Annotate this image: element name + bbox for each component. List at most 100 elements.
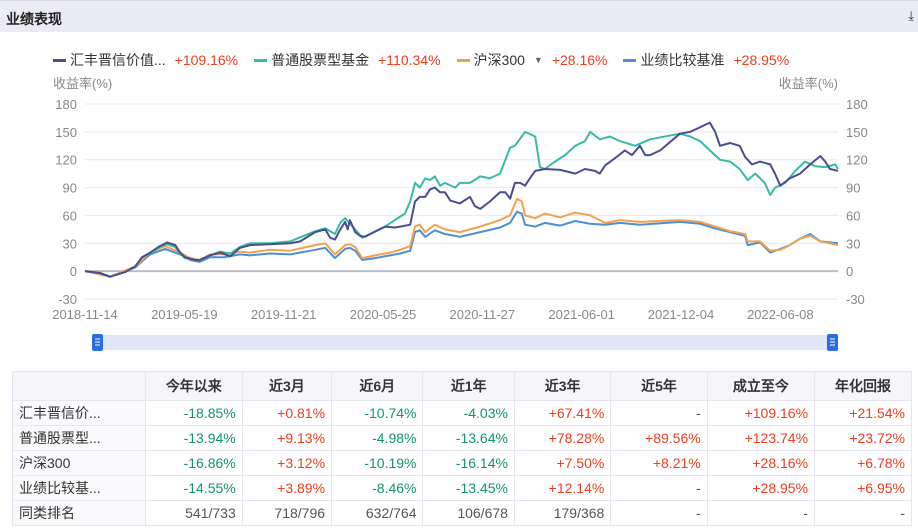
- x-tick-label: 2020-11-27: [450, 307, 516, 322]
- y-tick-label-left: 150: [55, 125, 77, 140]
- legend-item-index[interactable]: 沪深300 ▼ +28.16%: [456, 50, 608, 70]
- table-cell: -4.03%: [422, 400, 515, 426]
- series-line-1: [84, 130, 839, 278]
- datazoom-track[interactable]: [92, 335, 833, 350]
- table-row: 业绩比较基... -14.55% +3.89% -8.46% -13.45% +12.14…: [12, 475, 912, 501]
- table-cell: +28.16%: [706, 450, 816, 476]
- table-cell: +9.13%: [241, 425, 333, 451]
- table-cell: -18.85%: [144, 400, 243, 426]
- chart-legend: 汇丰晋信价值... +109.16% 普通股票型基金 +110.34% 沪深300 ▼…: [53, 50, 789, 70]
- table-cell: -16.86%: [144, 450, 243, 476]
- y-tick-label-left: 180: [55, 97, 77, 112]
- legend-label: 普通股票型基金: [271, 52, 370, 68]
- section-title: 业绩表现: [6, 11, 62, 27]
- column-header: 近5年: [610, 371, 708, 401]
- legend-label: 汇丰晋信价值...: [70, 52, 166, 68]
- x-tick-label: 2018-11-14: [52, 307, 118, 322]
- legend-item-category[interactable]: 普通股票型基金 +110.34%: [254, 50, 441, 70]
- column-header: 今年以来: [144, 371, 243, 401]
- legend-value: +109.16%: [174, 52, 239, 68]
- table-cell: -: [610, 475, 708, 501]
- table-cell: -10.74%: [331, 400, 424, 426]
- table-cell: -: [706, 500, 816, 526]
- y-tick-label-left: 0: [70, 264, 77, 279]
- series-line-3: [84, 210, 839, 278]
- y-tick-label-left: 90: [63, 181, 77, 196]
- legend-value: +28.16%: [551, 52, 608, 68]
- x-tick-label: 2022-06-08: [747, 307, 814, 322]
- y-tick-label-left: 120: [55, 153, 77, 168]
- download-icon[interactable]: ⤓: [908, 8, 914, 23]
- table-cell: +109.16%: [706, 400, 816, 426]
- series-line-2: [84, 197, 839, 278]
- section-header: 业绩表现 ⤓: [0, 0, 918, 32]
- performance-chart: 收益率(%) 收益率(%) 180 180 150 150 120 120 90 90 60 60 30…: [52, 76, 868, 351]
- y-tick-label-right: 0: [846, 264, 853, 279]
- table-cell: -: [610, 400, 708, 426]
- table-cell: +123.74%: [706, 425, 816, 451]
- table-row: 汇丰晋信价... -18.85% +0.81% -10.74% -4.03% +67.41…: [12, 400, 912, 426]
- table-cell: +0.81%: [241, 400, 333, 426]
- x-tick-label: 2019-11-21: [251, 307, 317, 322]
- x-tick-label: 2021-12-04: [648, 307, 715, 322]
- column-header: 近6月: [331, 371, 424, 401]
- y-axis-label-left: 收益率(%): [53, 76, 112, 91]
- table-cell: 718/796: [241, 500, 333, 526]
- column-header: 近3月: [241, 371, 333, 401]
- y-tick-label-right: 150: [846, 125, 868, 140]
- table-cell: -4.98%: [331, 425, 424, 451]
- table-cell: -14.55%: [144, 475, 243, 501]
- table-cell: +89.56%: [610, 425, 708, 451]
- y-tick-label-left: -30: [58, 292, 77, 307]
- table-cell: -: [610, 500, 708, 526]
- table-cell: +6.95%: [814, 475, 912, 501]
- column-header: 近1年: [422, 371, 515, 401]
- table-cell: -16.14%: [422, 450, 515, 476]
- table-cell: +8.21%: [610, 450, 708, 476]
- table-cell: -8.46%: [331, 475, 424, 501]
- y-tick-label-left: 60: [63, 208, 77, 223]
- series-line-0: [84, 121, 839, 278]
- row-label: 业绩比较基...: [12, 475, 146, 501]
- performance-table: 今年以来 近3月 近6月 近1年 近3年 近5年 成立至今 年化回报 汇丰晋信价... -18.8…: [12, 371, 912, 526]
- dropdown-caret-icon[interactable]: ▼: [533, 55, 543, 65]
- table-cell: 106/678: [422, 500, 515, 526]
- legend-item-fund[interactable]: 汇丰晋信价值... +109.16%: [53, 50, 238, 70]
- legend-swatch: [53, 58, 66, 62]
- table-cell: +78.28%: [513, 425, 612, 451]
- legend-label: 沪深300: [473, 52, 525, 68]
- y-tick-label-right: 120: [846, 153, 868, 168]
- table-cell: 179/368: [513, 500, 612, 526]
- row-label: 沪深300: [12, 450, 146, 476]
- column-header: 年化回报: [814, 371, 912, 401]
- table-cell: +7.50%: [513, 450, 612, 476]
- table-cell: +12.14%: [513, 475, 612, 501]
- table-cell: -13.64%: [422, 425, 515, 451]
- table-row: 同类排名 541/733 718/796 632/764 106/678 179/368-…: [12, 500, 912, 526]
- table-cell: 632/764: [331, 500, 424, 526]
- y-tick-label-left: 30: [63, 236, 77, 251]
- column-header: 近3年: [513, 371, 612, 401]
- y-tick-label-right: 30: [846, 236, 860, 251]
- table-header-row: 今年以来 近3月 近6月 近1年 近3年 近5年 成立至今 年化回报: [12, 371, 912, 401]
- legend-label: 业绩比较基准: [640, 52, 725, 68]
- y-tick-label-right: 180: [846, 97, 868, 112]
- legend-swatch: [456, 58, 470, 62]
- legend-value: +110.34%: [378, 52, 441, 68]
- table-cell: +3.89%: [241, 475, 333, 501]
- row-label: 汇丰晋信价...: [12, 400, 146, 426]
- legend-swatch: [623, 58, 637, 62]
- table-cell: +28.95%: [706, 475, 816, 501]
- row-label: 普通股票型...: [12, 425, 146, 451]
- row-label: 同类排名: [12, 500, 146, 526]
- x-tick-label: 2019-05-19: [151, 307, 218, 322]
- legend-value: +28.95%: [733, 52, 790, 68]
- legend-item-benchmark[interactable]: 业绩比较基准 +28.95%: [623, 50, 789, 70]
- column-header: [12, 371, 146, 401]
- x-tick-label: 2021-06-01: [548, 307, 615, 322]
- table-cell: +3.12%: [241, 450, 333, 476]
- column-header: 成立至今: [706, 371, 816, 401]
- table-cell: +21.54%: [814, 400, 912, 426]
- table-cell: 541/733: [144, 500, 243, 526]
- table-row: 普通股票型... -13.94% +9.13% -4.98% -13.64% +78.28…: [12, 425, 912, 451]
